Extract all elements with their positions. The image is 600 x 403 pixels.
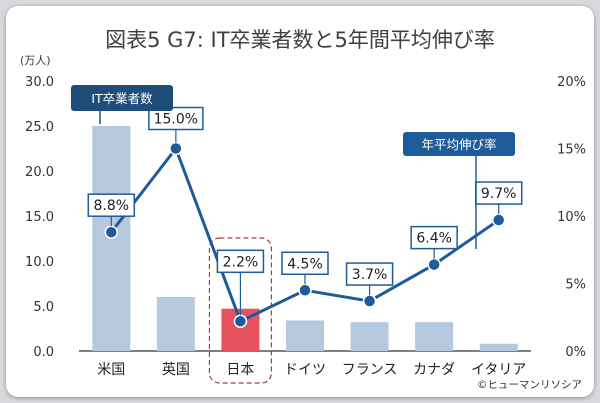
bar: [415, 322, 454, 351]
line-point: [491, 213, 506, 227]
line-point: [362, 294, 377, 308]
category-label: 米国: [97, 362, 125, 378]
line-series-tag: [403, 132, 515, 156]
data-label: 3.7%: [352, 267, 388, 283]
bar: [286, 320, 324, 351]
y-tick-label: 25.0: [25, 120, 54, 135]
line-point: [233, 314, 248, 329]
y-tick-label: 10.0: [25, 255, 54, 270]
bar: [479, 343, 518, 351]
y-tick-label: 5.0: [33, 300, 54, 315]
y2-tick-label: 20%: [557, 75, 586, 90]
y-tick-label: 20.0: [25, 165, 54, 180]
line-point: [427, 257, 441, 272]
data-label-box: [410, 225, 458, 250]
y-axis-unit: (万人): [20, 54, 51, 67]
chart-card: 図表5 G7: IT卒業者数と5年間平均伸び率 (万人) 0.0 5.0 10.0 1…: [6, 6, 594, 397]
category-label: ドイツ: [284, 362, 326, 378]
highlight-box-border: [208, 237, 273, 384]
data-label: 6.4%: [416, 231, 452, 247]
category-label: カナダ: [413, 362, 455, 378]
line-series-label: 年平均伸び率: [421, 137, 496, 152]
axes: 0.0 5.0 10.0 15.0 20.0 25.0 30.0 0% 5% 10% 15% 20%: [25, 75, 586, 360]
line-point: [169, 141, 183, 156]
y-tick-label: 30.0: [25, 75, 54, 90]
data-label-box: [148, 106, 204, 131]
bar-series-label: IT卒業者数: [91, 91, 153, 106]
y2-tick-label: 15%: [557, 143, 586, 158]
data-labels: 8.8% 15.0% 2.2% 4.5% 3.7% 6.4% 9.7%: [87, 106, 523, 316]
line-point: [298, 283, 312, 297]
data-label: 8.8%: [93, 198, 129, 214]
credit: ©ヒューマンリソシア: [477, 379, 582, 391]
data-label: 15.0%: [154, 112, 198, 128]
data-label-box: [345, 262, 394, 286]
data-label-box: [216, 249, 265, 274]
y-tick-label: 0.0: [33, 345, 54, 360]
data-label-box: [87, 193, 136, 217]
category-label: フランス: [342, 362, 398, 378]
y2-tick-label: 0%: [565, 345, 586, 360]
y2-tick-label: 5%: [565, 278, 586, 293]
bar: [156, 297, 195, 351]
chart-canvas: 図表5 G7: IT卒業者数と5年間平均伸び率 (万人) 0.0 5.0 10.0 1…: [20, 28, 586, 391]
category-label: 日本: [226, 362, 254, 378]
bars: [92, 126, 518, 351]
chart-title: 図表5 G7: IT卒業者数と5年間平均伸び率: [105, 28, 495, 52]
highlight-box: [208, 237, 273, 384]
category-labels: 米国 英国 日本 ドイツ フランス カナダ イタリア: [97, 361, 526, 378]
y2-tick-label: 10%: [557, 210, 586, 225]
y-tick-label: 15.0: [25, 210, 54, 225]
data-label: 9.7%: [481, 186, 517, 202]
data-label: 2.2%: [223, 254, 259, 270]
category-label: イタリア: [471, 362, 526, 378]
data-label: 4.5%: [287, 256, 323, 272]
category-label: 英国: [162, 361, 190, 378]
line-point: [104, 225, 119, 239]
data-label-box: [281, 251, 329, 275]
bar-series-tag: [71, 85, 173, 111]
bar: [350, 322, 389, 351]
